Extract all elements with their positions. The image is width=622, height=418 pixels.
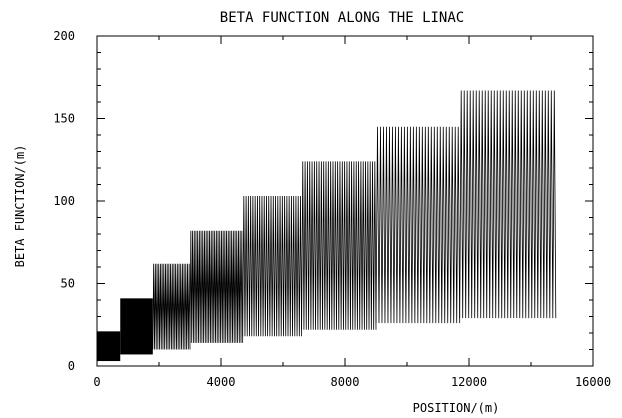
beta-segment: [189, 230, 244, 343]
y-tick-label: 200: [53, 29, 75, 43]
x-tick-label: 16000: [575, 375, 611, 389]
y-tick-label: 150: [53, 112, 75, 126]
y-tick-label: 100: [53, 194, 75, 208]
x-tick-label: 12000: [451, 375, 487, 389]
plot-area: [97, 90, 557, 362]
beta-segment: [301, 161, 377, 330]
y-axis-ticks: 0 50 100 150 200: [53, 29, 593, 373]
beta-segment: [97, 331, 121, 362]
y-tick-label: 0: [68, 359, 75, 373]
x-axis-label: POSITION/(m): [413, 401, 500, 415]
x-tick-label: 8000: [331, 375, 360, 389]
x-tick-label: 4000: [207, 375, 236, 389]
beta-segment: [375, 126, 461, 324]
beta-segment: [459, 90, 557, 319]
beta-segment: [152, 263, 191, 350]
x-axis-ticks: 0 4000 8000 12000 16000: [93, 36, 611, 389]
beta-segment: [120, 298, 153, 355]
y-axis-label: BETA FUNCTION/(m): [13, 145, 27, 268]
x-tick-label: 0: [93, 375, 100, 389]
beta-segment: [242, 196, 302, 337]
chart-title: BETA FUNCTION ALONG THE LINAC: [220, 10, 464, 26]
y-tick-label: 50: [61, 277, 75, 291]
